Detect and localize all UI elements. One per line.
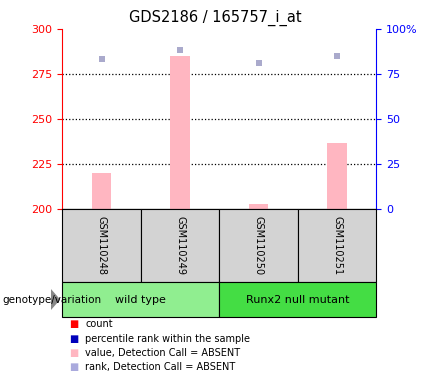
Bar [298,209,376,282]
Bar [327,142,347,209]
Text: ■: ■ [69,334,78,344]
Bar [92,173,111,209]
Bar [62,209,141,282]
Text: wild type: wild type [115,295,166,305]
Text: ■: ■ [69,348,78,358]
Text: ■: ■ [69,319,78,329]
Text: GDS2186 / 165757_i_at: GDS2186 / 165757_i_at [129,10,301,26]
Text: count: count [85,319,113,329]
Text: rank, Detection Call = ABSENT: rank, Detection Call = ABSENT [85,362,235,372]
Bar [249,204,268,209]
Polygon shape [51,289,60,310]
Bar [141,209,219,282]
Text: value, Detection Call = ABSENT: value, Detection Call = ABSENT [85,348,240,358]
Bar [219,282,376,317]
Text: GSM110248: GSM110248 [97,216,107,275]
Text: Runx2 null mutant: Runx2 null mutant [246,295,350,305]
Bar [170,56,190,209]
Bar [219,209,298,282]
Text: GSM110250: GSM110250 [254,216,264,275]
Text: GSM110249: GSM110249 [175,216,185,275]
Text: percentile rank within the sample: percentile rank within the sample [85,334,250,344]
Text: ■: ■ [69,362,78,372]
Text: genotype/variation: genotype/variation [2,295,101,305]
Bar [62,282,219,317]
Text: GSM110251: GSM110251 [332,216,342,275]
